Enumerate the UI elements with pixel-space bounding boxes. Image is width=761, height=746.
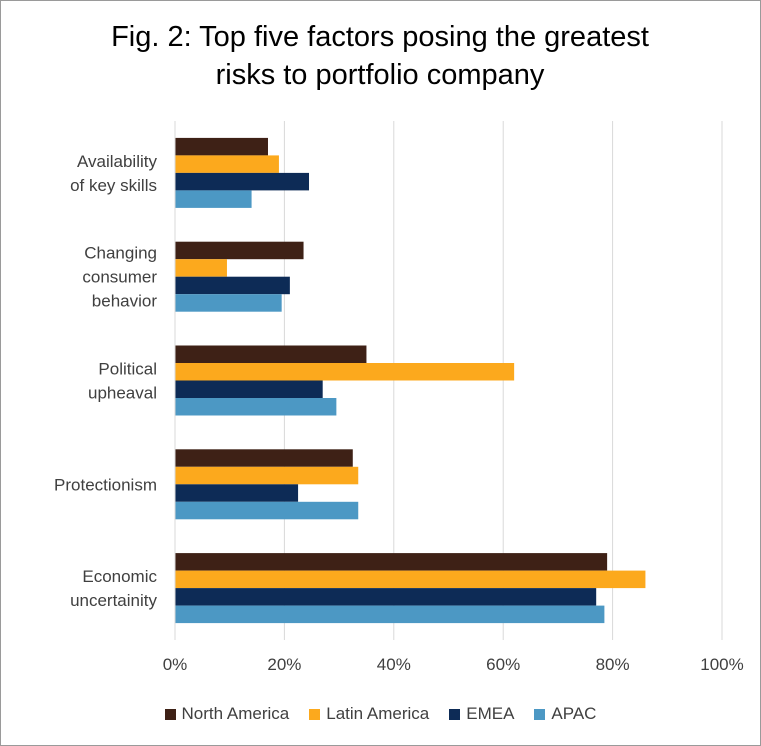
bar — [175, 605, 605, 624]
legend-swatch — [449, 708, 461, 720]
bar — [175, 484, 299, 502]
x-tick-label: 100% — [700, 655, 743, 674]
legend-label: North America — [181, 704, 290, 723]
bar — [175, 172, 310, 191]
category-label: Political — [98, 360, 157, 379]
category-label: Economic — [82, 567, 157, 586]
legend-item: Latin America — [309, 704, 429, 724]
bar — [175, 155, 279, 173]
category-label: of key skills — [70, 176, 157, 195]
bar — [175, 553, 608, 571]
category-label: Protectionism — [54, 475, 157, 494]
legend-swatch — [534, 708, 546, 720]
legend-swatch — [164, 708, 176, 720]
chart-legend: North America Latin America EMEA APAC — [0, 704, 761, 724]
bar — [175, 466, 359, 485]
legend-label: APAC — [551, 704, 597, 723]
bar — [175, 190, 252, 208]
category-label: upheaval — [88, 384, 157, 403]
bar — [175, 363, 515, 381]
x-tick-label: 80% — [596, 655, 630, 674]
x-tick-label: 0% — [163, 655, 188, 674]
category-label: consumer — [82, 268, 157, 287]
bar — [175, 449, 353, 467]
bar — [175, 345, 367, 363]
category-label: Changing — [84, 244, 157, 263]
legend-label: Latin America — [326, 704, 430, 723]
bar — [175, 276, 290, 295]
legend-item: North America — [164, 704, 290, 724]
legend-label: EMEA — [466, 704, 515, 723]
bar — [175, 294, 282, 312]
bar — [175, 570, 646, 589]
bar — [175, 137, 268, 156]
bar — [175, 259, 227, 277]
x-tick-label: 60% — [486, 655, 520, 674]
category-label: behavior — [92, 292, 158, 311]
bar — [175, 241, 304, 260]
chart-title: Fig. 2: Top five factors posing the grea… — [111, 21, 649, 91]
legend-item: EMEA — [449, 704, 514, 724]
bar — [175, 398, 337, 416]
x-tick-label: 20% — [267, 655, 301, 674]
bar — [175, 501, 359, 520]
category-label: Availability — [77, 152, 158, 171]
legend-item: APAC — [534, 704, 596, 724]
bar — [175, 588, 597, 606]
x-tick-label: 40% — [377, 655, 411, 674]
bar — [175, 380, 323, 398]
category-label: uncertainity — [70, 591, 157, 610]
legend-swatch — [309, 708, 321, 720]
